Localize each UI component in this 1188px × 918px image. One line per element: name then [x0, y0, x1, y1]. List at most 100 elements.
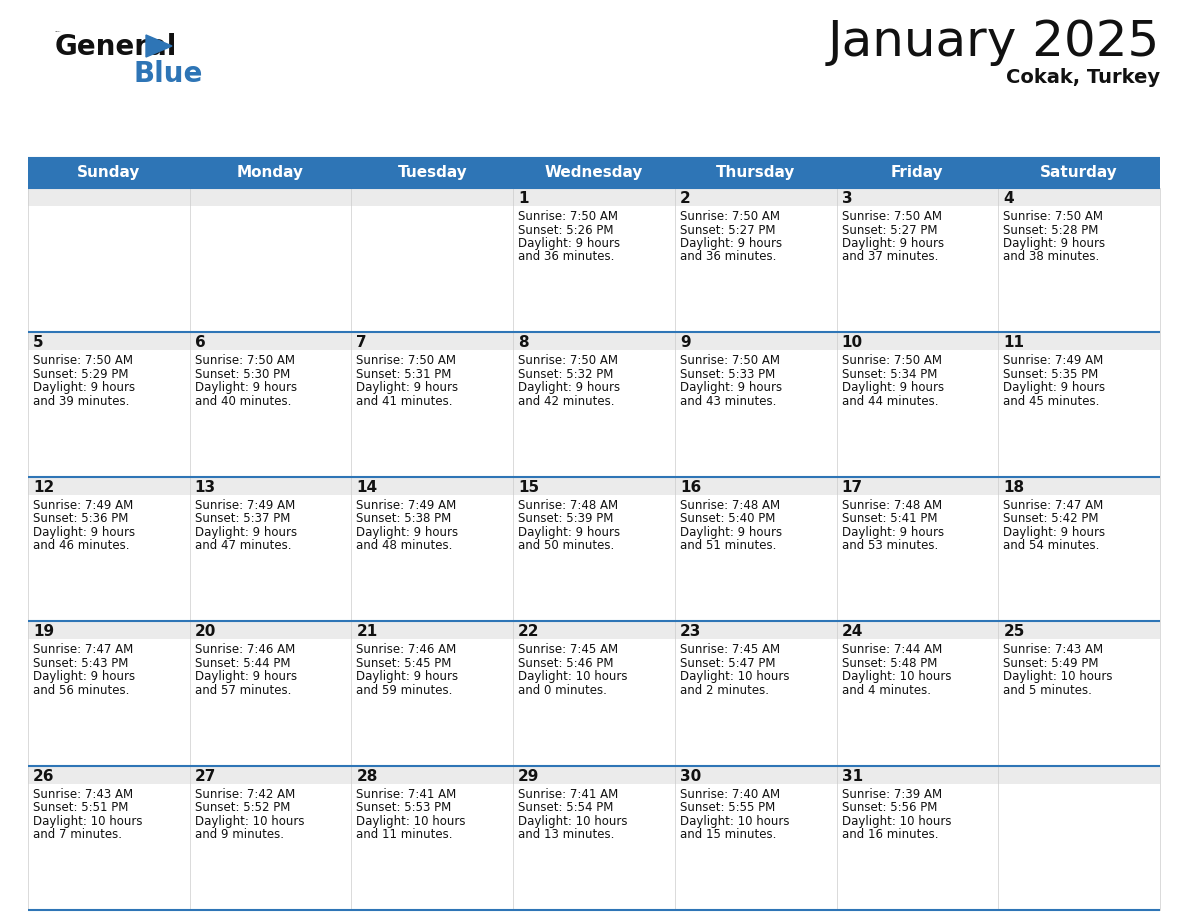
- Text: 2: 2: [680, 191, 690, 206]
- Text: Sunset: 5:34 PM: Sunset: 5:34 PM: [841, 368, 937, 381]
- Text: Sunrise: 7:49 AM: Sunrise: 7:49 AM: [195, 498, 295, 512]
- Text: Daylight: 10 hours: Daylight: 10 hours: [33, 814, 143, 828]
- Text: 30: 30: [680, 768, 701, 784]
- Bar: [190, 621, 352, 766]
- Text: 4: 4: [1004, 191, 1013, 206]
- Bar: [998, 766, 1159, 910]
- Text: Sunset: 5:51 PM: Sunset: 5:51 PM: [33, 801, 128, 814]
- Bar: [29, 158, 1159, 188]
- Text: 14: 14: [356, 480, 378, 495]
- Text: Daylight: 9 hours: Daylight: 9 hours: [33, 670, 135, 683]
- Text: 29: 29: [518, 768, 539, 784]
- Text: Blue: Blue: [133, 60, 202, 88]
- Bar: [513, 476, 675, 495]
- Bar: [836, 621, 998, 766]
- Text: Sunset: 5:31 PM: Sunset: 5:31 PM: [356, 368, 451, 381]
- Text: and 53 minutes.: and 53 minutes.: [841, 539, 937, 553]
- Text: Cokak, Turkey: Cokak, Turkey: [1006, 68, 1159, 87]
- Text: January: January: [55, 31, 61, 32]
- Text: and 15 minutes.: and 15 minutes.: [680, 828, 776, 841]
- Bar: [190, 188, 352, 206]
- Text: Sunset: 5:35 PM: Sunset: 5:35 PM: [1004, 368, 1099, 381]
- Bar: [513, 476, 675, 621]
- Text: Daylight: 9 hours: Daylight: 9 hours: [518, 237, 620, 250]
- Text: Sunrise: 7:45 AM: Sunrise: 7:45 AM: [518, 644, 618, 656]
- Text: Sunset: 5:44 PM: Sunset: 5:44 PM: [195, 656, 290, 670]
- Text: Sunrise: 7:39 AM: Sunrise: 7:39 AM: [841, 788, 942, 800]
- Text: Sunrise: 7:48 AM: Sunrise: 7:48 AM: [518, 498, 618, 512]
- Bar: [675, 332, 836, 351]
- Text: Sunset: 5:43 PM: Sunset: 5:43 PM: [33, 656, 128, 670]
- Text: Saturday: Saturday: [1041, 165, 1118, 181]
- Text: 13: 13: [195, 480, 216, 495]
- Bar: [352, 476, 513, 621]
- Text: Sunset: 5:49 PM: Sunset: 5:49 PM: [1004, 656, 1099, 670]
- Text: Daylight: 10 hours: Daylight: 10 hours: [195, 814, 304, 828]
- Text: 28: 28: [356, 768, 378, 784]
- Text: Sunset: 5:28 PM: Sunset: 5:28 PM: [1004, 223, 1099, 237]
- Text: 22: 22: [518, 624, 539, 639]
- Bar: [998, 188, 1159, 332]
- Bar: [29, 766, 190, 784]
- Text: 1: 1: [518, 191, 529, 206]
- Bar: [675, 766, 836, 784]
- Bar: [190, 476, 352, 621]
- Text: Sunset: 5:47 PM: Sunset: 5:47 PM: [680, 656, 776, 670]
- Text: and 50 minutes.: and 50 minutes.: [518, 539, 614, 553]
- Text: 8: 8: [518, 335, 529, 351]
- Text: Daylight: 9 hours: Daylight: 9 hours: [195, 381, 297, 395]
- Bar: [998, 476, 1159, 495]
- Bar: [513, 332, 675, 351]
- Bar: [190, 476, 352, 495]
- Text: Sunset: 5:45 PM: Sunset: 5:45 PM: [356, 656, 451, 670]
- Text: 21: 21: [356, 624, 378, 639]
- Text: Sunset: 5:36 PM: Sunset: 5:36 PM: [33, 512, 128, 525]
- Text: Sunset: 5:56 PM: Sunset: 5:56 PM: [841, 801, 937, 814]
- Text: Daylight: 9 hours: Daylight: 9 hours: [841, 237, 943, 250]
- Text: Daylight: 10 hours: Daylight: 10 hours: [680, 670, 789, 683]
- Text: Sunset: 5:52 PM: Sunset: 5:52 PM: [195, 801, 290, 814]
- Text: Sunset: 5:48 PM: Sunset: 5:48 PM: [841, 656, 937, 670]
- Text: and 5 minutes.: and 5 minutes.: [1004, 684, 1092, 697]
- Text: Sunset: 5:38 PM: Sunset: 5:38 PM: [356, 512, 451, 525]
- Bar: [998, 621, 1159, 766]
- Text: Daylight: 10 hours: Daylight: 10 hours: [841, 814, 952, 828]
- Text: Sunset: 5:37 PM: Sunset: 5:37 PM: [195, 512, 290, 525]
- Text: 24: 24: [841, 624, 862, 639]
- Bar: [352, 332, 513, 351]
- Bar: [998, 766, 1159, 784]
- Text: Sunset: 5:53 PM: Sunset: 5:53 PM: [356, 801, 451, 814]
- Bar: [836, 766, 998, 784]
- Text: Sunrise: 7:41 AM: Sunrise: 7:41 AM: [518, 788, 619, 800]
- Text: Sunset: 5:32 PM: Sunset: 5:32 PM: [518, 368, 613, 381]
- Text: Sunrise: 7:50 AM: Sunrise: 7:50 AM: [680, 210, 779, 223]
- Text: Sunday: Sunday: [77, 165, 140, 181]
- Text: Daylight: 9 hours: Daylight: 9 hours: [33, 526, 135, 539]
- Text: 9: 9: [680, 335, 690, 351]
- Bar: [675, 621, 836, 639]
- Text: Tuesday: Tuesday: [398, 165, 467, 181]
- Bar: [836, 332, 998, 351]
- Bar: [513, 621, 675, 766]
- Text: and 45 minutes.: and 45 minutes.: [1004, 395, 1100, 408]
- Text: Daylight: 10 hours: Daylight: 10 hours: [518, 670, 627, 683]
- Bar: [836, 476, 998, 495]
- Text: Daylight: 9 hours: Daylight: 9 hours: [680, 381, 782, 395]
- Text: Sunrise: 7:50 AM: Sunrise: 7:50 AM: [195, 354, 295, 367]
- Text: and 39 minutes.: and 39 minutes.: [33, 395, 129, 408]
- Text: Daylight: 9 hours: Daylight: 9 hours: [356, 670, 459, 683]
- Text: Sunrise: 7:50 AM: Sunrise: 7:50 AM: [841, 354, 942, 367]
- Bar: [29, 332, 190, 351]
- Text: Thursday: Thursday: [716, 165, 796, 181]
- Text: Daylight: 9 hours: Daylight: 9 hours: [680, 237, 782, 250]
- Bar: [513, 188, 675, 206]
- Bar: [29, 766, 190, 910]
- Text: and 2 minutes.: and 2 minutes.: [680, 684, 769, 697]
- Text: Sunset: 5:27 PM: Sunset: 5:27 PM: [841, 223, 937, 237]
- Bar: [513, 766, 675, 910]
- Bar: [352, 188, 513, 206]
- Text: Sunrise: 7:50 AM: Sunrise: 7:50 AM: [518, 210, 618, 223]
- Polygon shape: [146, 35, 172, 57]
- Text: and 44 minutes.: and 44 minutes.: [841, 395, 939, 408]
- Bar: [190, 332, 352, 476]
